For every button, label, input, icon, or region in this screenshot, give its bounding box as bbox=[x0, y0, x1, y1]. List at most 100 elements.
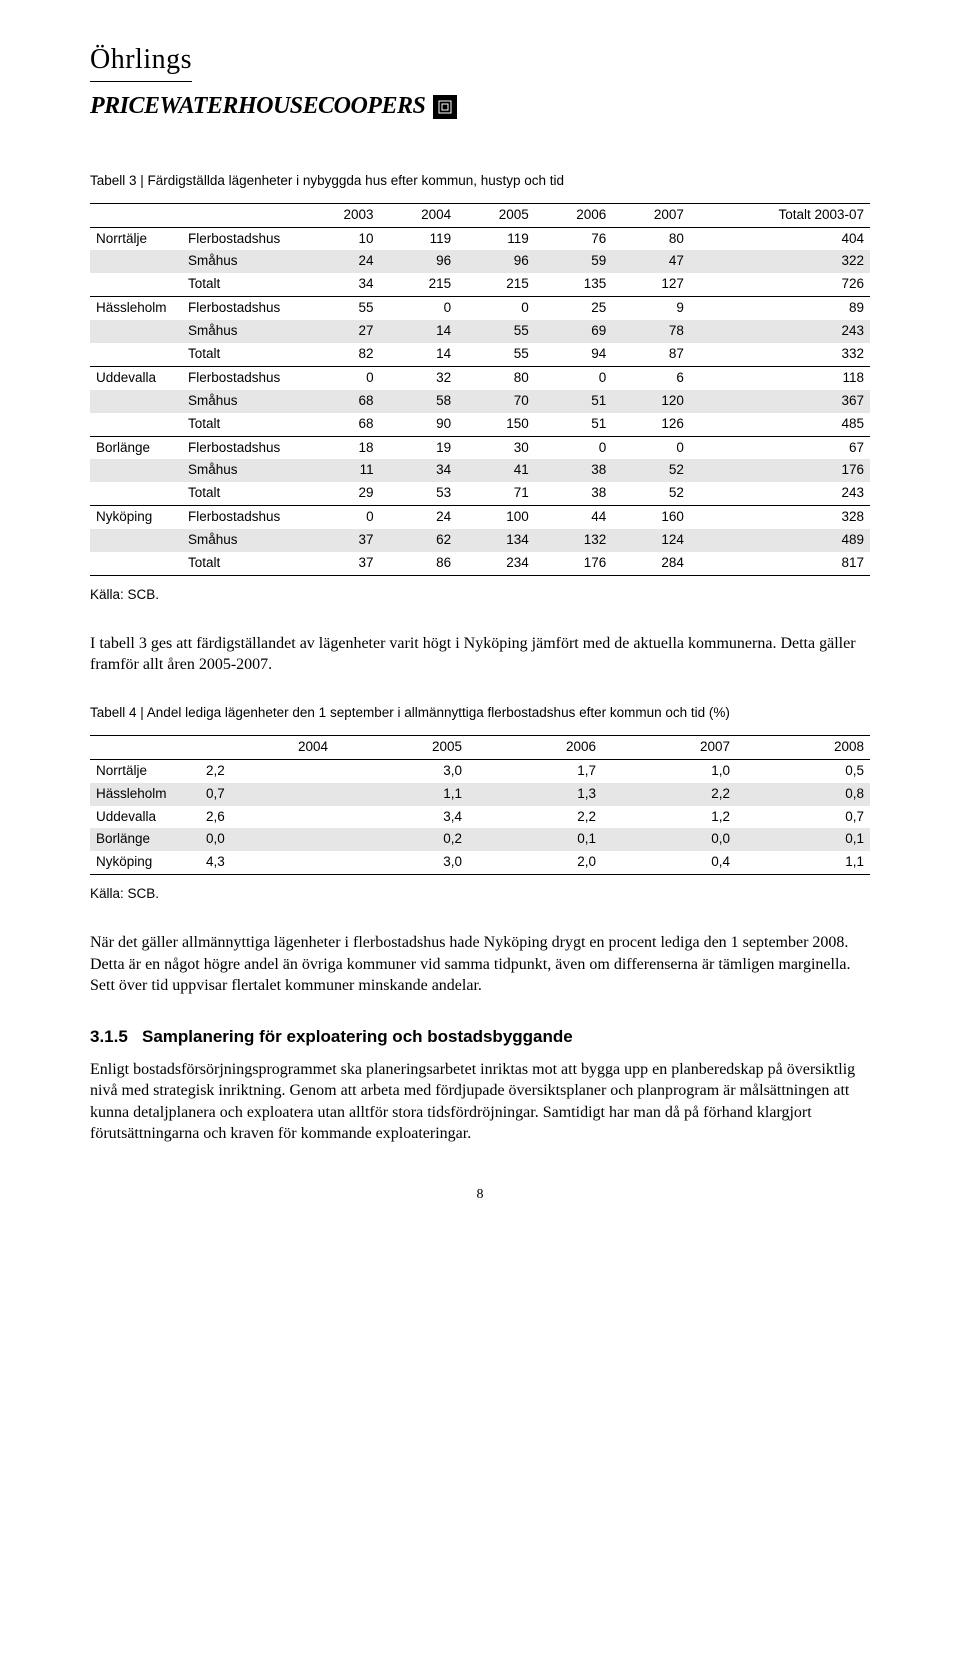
kommun-cell bbox=[90, 250, 182, 273]
hustyp-cell: Flerbostadshus bbox=[182, 366, 302, 389]
value-cell: 44 bbox=[535, 506, 613, 529]
kommun-cell: Norrtälje bbox=[90, 227, 182, 250]
value-cell: 332 bbox=[690, 343, 870, 366]
value-cell: 51 bbox=[535, 390, 613, 413]
kommun-cell bbox=[90, 482, 182, 505]
value-cell: 726 bbox=[690, 273, 870, 296]
value-cell: 38 bbox=[535, 459, 613, 482]
value-cell: 100 bbox=[457, 506, 535, 529]
logo-block: Öhrlings PRICEWATERHOUSECOOPERS bbox=[90, 40, 870, 124]
value-cell: 176 bbox=[690, 459, 870, 482]
hustyp-cell: Småhus bbox=[182, 459, 302, 482]
kommun-cell: Nyköping bbox=[90, 506, 182, 529]
table3-source: Källa: SCB. bbox=[90, 586, 870, 605]
value-cell: 124 bbox=[612, 529, 690, 552]
table-row: Småhus2496965947322 bbox=[90, 250, 870, 273]
kommun-cell bbox=[90, 390, 182, 413]
table3-header-cell bbox=[90, 203, 182, 227]
value-cell: 82 bbox=[302, 343, 380, 366]
table-row: Hässleholm0,71,11,32,20,8 bbox=[90, 783, 870, 806]
value-cell: 86 bbox=[380, 552, 458, 575]
value-cell: 37 bbox=[302, 552, 380, 575]
section-title: Samplanering för exploatering och bostad… bbox=[142, 1027, 573, 1046]
value-cell: 24 bbox=[380, 506, 458, 529]
value-cell: 6 bbox=[612, 366, 690, 389]
table4-caption: Tabell 4 | Andel lediga lägenheter den 1… bbox=[90, 704, 870, 723]
table-row: Småhus68587051120367 bbox=[90, 390, 870, 413]
value-cell: 1,0 bbox=[602, 759, 736, 782]
value-cell: 0,0 bbox=[602, 828, 736, 851]
kommun-cell: Hässleholm bbox=[90, 783, 200, 806]
value-cell: 2,2 bbox=[468, 806, 602, 829]
table3-header-cell: 2006 bbox=[535, 203, 613, 227]
value-cell: 215 bbox=[380, 273, 458, 296]
value-cell: 0,1 bbox=[736, 828, 870, 851]
value-cell: 55 bbox=[457, 343, 535, 366]
value-cell: 0 bbox=[535, 366, 613, 389]
table3-header-cell: Totalt 2003-07 bbox=[690, 203, 870, 227]
kommun-cell bbox=[90, 343, 182, 366]
value-cell: 3,4 bbox=[334, 806, 468, 829]
value-cell: 1,1 bbox=[736, 851, 870, 874]
logo-line1: Öhrlings bbox=[90, 40, 192, 82]
kommun-cell: Uddevalla bbox=[90, 806, 200, 829]
value-cell: 126 bbox=[612, 413, 690, 436]
hustyp-cell: Totalt bbox=[182, 552, 302, 575]
section-number: 3.1.5 bbox=[90, 1027, 128, 1046]
logo-pwc-icon bbox=[433, 95, 457, 119]
table-row: Småhus3762134132124489 bbox=[90, 529, 870, 552]
table4-header-cell: 2008 bbox=[736, 735, 870, 759]
value-cell: 118 bbox=[690, 366, 870, 389]
table4-source: Källa: SCB. bbox=[90, 885, 870, 904]
kommun-cell: Norrtälje bbox=[90, 759, 200, 782]
value-cell: 127 bbox=[612, 273, 690, 296]
table3-caption: Tabell 3 | Färdigställda lägenheter i ny… bbox=[90, 172, 870, 191]
value-cell: 284 bbox=[612, 552, 690, 575]
hustyp-cell: Flerbostadshus bbox=[182, 506, 302, 529]
value-cell: 0,4 bbox=[602, 851, 736, 874]
value-cell: 485 bbox=[690, 413, 870, 436]
value-cell: 69 bbox=[535, 320, 613, 343]
value-cell: 80 bbox=[612, 227, 690, 250]
value-cell: 14 bbox=[380, 320, 458, 343]
value-cell: 25 bbox=[535, 297, 613, 320]
value-cell: 55 bbox=[302, 297, 380, 320]
value-cell: 68 bbox=[302, 390, 380, 413]
value-cell: 3,0 bbox=[334, 851, 468, 874]
value-cell: 1,1 bbox=[334, 783, 468, 806]
value-cell: 0,0 bbox=[200, 828, 334, 851]
value-cell: 120 bbox=[612, 390, 690, 413]
value-cell: 96 bbox=[380, 250, 458, 273]
table-row: Norrtälje2,23,01,71,00,5 bbox=[90, 759, 870, 782]
value-cell: 14 bbox=[380, 343, 458, 366]
table3-header-cell: 2003 bbox=[302, 203, 380, 227]
kommun-cell bbox=[90, 459, 182, 482]
value-cell: 62 bbox=[380, 529, 458, 552]
table-row: Nyköping4,33,02,00,41,1 bbox=[90, 851, 870, 874]
value-cell: 0 bbox=[302, 366, 380, 389]
value-cell: 27 bbox=[302, 320, 380, 343]
table-row: Totalt34215215135127726 bbox=[90, 273, 870, 296]
value-cell: 243 bbox=[690, 320, 870, 343]
value-cell: 52 bbox=[612, 482, 690, 505]
table4-header-cell bbox=[90, 735, 200, 759]
value-cell: 234 bbox=[457, 552, 535, 575]
kommun-cell bbox=[90, 552, 182, 575]
value-cell: 89 bbox=[690, 297, 870, 320]
value-cell: 215 bbox=[457, 273, 535, 296]
value-cell: 41 bbox=[457, 459, 535, 482]
table-row: NyköpingFlerbostadshus02410044160328 bbox=[90, 506, 870, 529]
value-cell: 53 bbox=[380, 482, 458, 505]
hustyp-cell: Småhus bbox=[182, 390, 302, 413]
value-cell: 9 bbox=[612, 297, 690, 320]
table-row: NorrtäljeFlerbostadshus101191197680404 bbox=[90, 227, 870, 250]
value-cell: 367 bbox=[690, 390, 870, 413]
value-cell: 150 bbox=[457, 413, 535, 436]
value-cell: 0,2 bbox=[334, 828, 468, 851]
value-cell: 0 bbox=[302, 506, 380, 529]
value-cell: 119 bbox=[457, 227, 535, 250]
table-row: Borlänge0,00,20,10,00,1 bbox=[90, 828, 870, 851]
value-cell: 2,2 bbox=[200, 759, 334, 782]
value-cell: 1,3 bbox=[468, 783, 602, 806]
hustyp-cell: Småhus bbox=[182, 320, 302, 343]
